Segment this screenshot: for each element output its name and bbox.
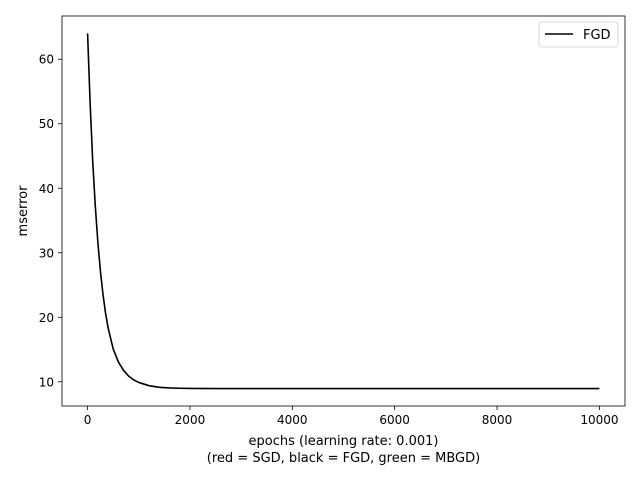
- x-ticks: 0 2000 4000 6000 8000 10000: [84, 406, 619, 427]
- y-ticks: 10 20 30 40 50 60: [39, 53, 62, 389]
- y-tick-label: 50: [39, 117, 54, 131]
- x-tick-label: 4000: [277, 413, 308, 427]
- x-tick-label: 6000: [379, 413, 410, 427]
- series-line-fgd: [86, 33, 600, 390]
- plot-frame: [61, 15, 626, 407]
- x-tick-label: 0: [84, 413, 92, 427]
- y-tick-label: 40: [39, 182, 54, 196]
- legend: FGD: [538, 21, 619, 48]
- x-tick-label: 8000: [482, 413, 513, 427]
- y-tick-label: 10: [39, 375, 54, 389]
- series-layer: [86, 33, 600, 390]
- x-axis-label-line2: (red = SGD, black = FGD, green = MBGD): [207, 451, 480, 466]
- legend-box: [538, 21, 619, 48]
- x-tick-label: 2000: [175, 413, 206, 427]
- y-tick-label: 30: [39, 246, 54, 260]
- y-tick-label: 20: [39, 311, 54, 325]
- legend-label-fgd: FGD: [583, 28, 611, 43]
- x-axis-label: epochs (learning rate: 0.001): [249, 434, 439, 449]
- y-axis-label: mserror: [16, 185, 31, 237]
- x-tick-label: 10000: [580, 413, 618, 427]
- y-tick-label: 60: [39, 53, 54, 67]
